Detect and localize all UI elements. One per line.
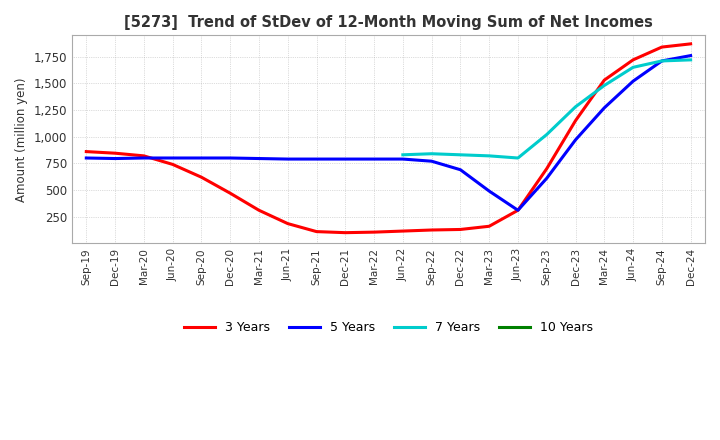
3 Years <box>168 162 177 167</box>
3 Years <box>284 221 292 226</box>
7 Years <box>571 104 580 110</box>
5 Years <box>657 58 666 63</box>
5 Years <box>82 155 91 161</box>
5 Years <box>140 155 148 161</box>
7 Years <box>427 151 436 156</box>
5 Years <box>600 105 608 110</box>
Title: [5273]  Trend of StDev of 12-Month Moving Sum of Net Incomes: [5273] Trend of StDev of 12-Month Moving… <box>124 15 653 30</box>
5 Years <box>255 156 264 161</box>
5 Years <box>399 157 408 162</box>
3 Years <box>513 208 522 213</box>
5 Years <box>312 157 321 162</box>
3 Years <box>226 191 235 196</box>
3 Years <box>657 44 666 50</box>
3 Years <box>571 118 580 123</box>
3 Years <box>341 230 350 235</box>
Legend: 3 Years, 5 Years, 7 Years, 10 Years: 3 Years, 5 Years, 7 Years, 10 Years <box>179 316 598 339</box>
5 Years <box>370 157 379 162</box>
Line: 3 Years: 3 Years <box>86 44 690 233</box>
7 Years <box>456 152 464 158</box>
7 Years <box>542 132 551 137</box>
5 Years <box>686 53 695 58</box>
5 Years <box>485 188 493 194</box>
3 Years <box>427 227 436 233</box>
3 Years <box>197 175 206 180</box>
5 Years <box>341 157 350 162</box>
5 Years <box>542 176 551 181</box>
3 Years <box>485 224 493 229</box>
5 Years <box>197 155 206 161</box>
3 Years <box>399 228 408 234</box>
3 Years <box>140 153 148 158</box>
3 Years <box>629 57 637 62</box>
7 Years <box>657 58 666 63</box>
3 Years <box>456 227 464 232</box>
5 Years <box>629 79 637 84</box>
7 Years <box>513 155 522 161</box>
3 Years <box>255 208 264 213</box>
5 Years <box>427 158 436 164</box>
3 Years <box>370 230 379 235</box>
5 Years <box>111 156 120 161</box>
5 Years <box>284 157 292 162</box>
7 Years <box>399 152 408 158</box>
3 Years <box>686 41 695 47</box>
5 Years <box>456 167 464 172</box>
7 Years <box>485 153 493 158</box>
5 Years <box>226 155 235 161</box>
Line: 7 Years: 7 Years <box>403 60 690 158</box>
3 Years <box>542 166 551 171</box>
7 Years <box>629 65 637 70</box>
3 Years <box>312 229 321 234</box>
3 Years <box>82 149 91 154</box>
5 Years <box>513 208 522 213</box>
3 Years <box>600 77 608 83</box>
7 Years <box>600 83 608 88</box>
3 Years <box>111 150 120 156</box>
Line: 5 Years: 5 Years <box>86 55 690 210</box>
7 Years <box>686 57 695 62</box>
5 Years <box>571 137 580 143</box>
Y-axis label: Amount (million yen): Amount (million yen) <box>15 77 28 202</box>
5 Years <box>168 155 177 161</box>
